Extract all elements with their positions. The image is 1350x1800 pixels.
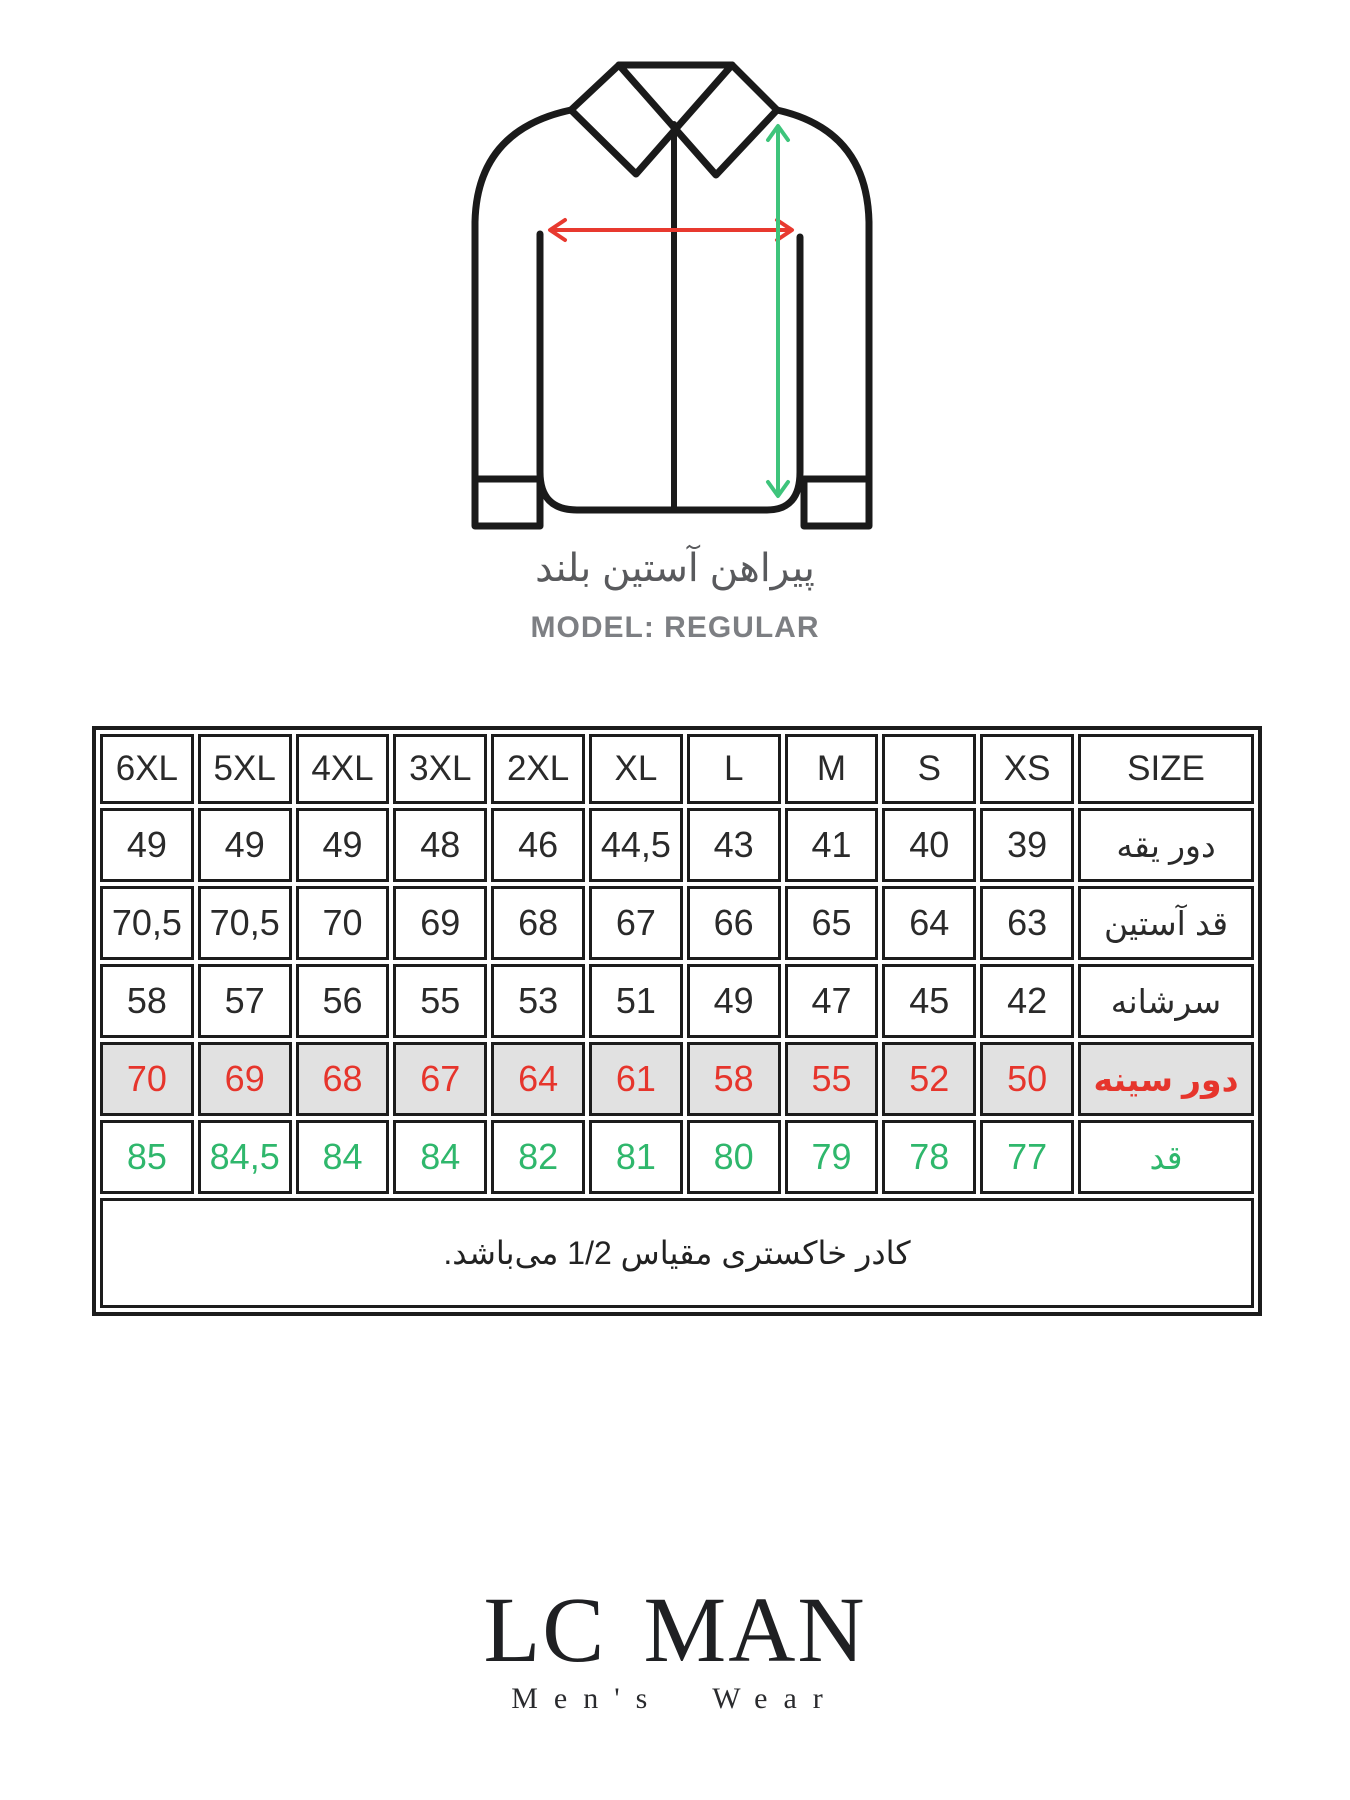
value-cell: 67 — [393, 1042, 488, 1116]
value-cell: 69 — [197, 1042, 292, 1116]
size-header-cell: 3XL — [393, 734, 488, 804]
shoulder-row: 58 57 56 55 53 51 49 47 45 42 سرشانه — [100, 964, 1254, 1038]
value-cell: 55 — [393, 964, 488, 1038]
collar-right-flap-line — [615, 61, 781, 179]
size-header-cell: 6XL — [100, 734, 194, 804]
value-cell: 85 — [100, 1120, 194, 1194]
collar-row: 49 49 49 48 46 44,5 43 41 40 39 دور یقه — [100, 808, 1254, 882]
body-outline — [536, 230, 804, 514]
value-cell: 44,5 — [588, 808, 683, 882]
value-cell: 77 — [980, 1120, 1074, 1194]
chest-row-highlighted: 70 69 68 67 64 61 58 55 52 50 دور سینه — [100, 1042, 1254, 1116]
shirt-diagram — [447, 42, 907, 547]
chest-measure-arrow — [548, 218, 794, 242]
value-cell: 53 — [491, 964, 585, 1038]
value-cell: 50 — [980, 1042, 1074, 1116]
value-cell: 66 — [686, 886, 781, 960]
garment-title-fa: پیراهن آستین بلند — [535, 547, 815, 590]
value-cell: 58 — [100, 964, 194, 1038]
value-cell: 49 — [100, 808, 194, 882]
note-row: کادر خاکستری مقیاس 1/2 می‌باشد. — [100, 1198, 1254, 1308]
value-cell: 78 — [882, 1120, 977, 1194]
brand-logo: LC MAN — [483, 1579, 867, 1682]
size-header-cell: S — [882, 734, 977, 804]
right-sleeve-outline — [773, 106, 873, 483]
value-cell: 68 — [491, 886, 585, 960]
value-cell: 81 — [588, 1120, 683, 1194]
value-cell: 49 — [197, 808, 292, 882]
length-measure-arrow — [766, 124, 790, 498]
row-label-cell: سرشانه — [1078, 964, 1254, 1038]
value-cell: 79 — [784, 1120, 879, 1194]
value-cell: 39 — [980, 808, 1074, 882]
value-cell: 69 — [393, 886, 488, 960]
value-cell: 48 — [393, 808, 488, 882]
value-cell: 68 — [295, 1042, 390, 1116]
value-cell: 56 — [295, 964, 390, 1038]
value-cell: 84,5 — [197, 1120, 292, 1194]
value-cell: 64 — [491, 1042, 585, 1116]
size-header-cell: XL — [588, 734, 683, 804]
value-cell: 70,5 — [100, 886, 194, 960]
value-cell: 52 — [882, 1042, 977, 1116]
value-cell: 84 — [393, 1120, 488, 1194]
collar-left-flap-line — [567, 61, 736, 178]
value-cell: 49 — [686, 964, 781, 1038]
value-cell: 80 — [686, 1120, 781, 1194]
value-cell: 43 — [686, 808, 781, 882]
value-cell: 65 — [784, 886, 879, 960]
value-cell: 41 — [784, 808, 879, 882]
size-header-cell: L — [686, 734, 781, 804]
row-label-cell: قد آستین — [1078, 886, 1254, 960]
value-cell: 42 — [980, 964, 1074, 1038]
left-cuff — [471, 475, 544, 530]
value-cell: 40 — [882, 808, 977, 882]
scale-note: کادر خاکستری مقیاس 1/2 می‌باشد. — [100, 1198, 1254, 1308]
length-row: 85 84,5 84 84 82 81 80 79 78 77 قد — [100, 1120, 1254, 1194]
size-header-cell: XS — [980, 734, 1074, 804]
value-cell: 58 — [686, 1042, 781, 1116]
value-cell: 70 — [100, 1042, 194, 1116]
sleeve-length-row: 70,5 70,5 70 69 68 67 66 65 64 63 قد آست… — [100, 886, 1254, 960]
value-cell: 45 — [882, 964, 977, 1038]
right-cuff — [800, 475, 873, 530]
size-header-cell: SIZE — [1078, 734, 1254, 804]
value-cell: 67 — [588, 886, 683, 960]
value-cell: 70,5 — [197, 886, 292, 960]
value-cell: 61 — [588, 1042, 683, 1116]
model-label: MODEL: REGULAR — [530, 611, 820, 644]
long-sleeve-shirt-icon — [471, 61, 873, 530]
value-cell: 70 — [295, 886, 390, 960]
size-header-row: 6XL 5XL 4XL 3XL 2XL XL L M S XS SIZE — [100, 734, 1254, 804]
value-cell: 64 — [882, 886, 977, 960]
value-cell: 82 — [491, 1120, 585, 1194]
value-cell: 63 — [980, 886, 1074, 960]
left-sleeve-outline — [471, 106, 575, 483]
value-cell: 57 — [197, 964, 292, 1038]
value-cell: 51 — [588, 964, 683, 1038]
size-header-cell: 4XL — [295, 734, 390, 804]
size-header-cell: 2XL — [491, 734, 585, 804]
row-label-cell: دور سینه — [1078, 1042, 1254, 1116]
brand-tagline: Men's Wear — [511, 1682, 839, 1715]
row-label-cell: دور یقه — [1078, 808, 1254, 882]
value-cell: 46 — [491, 808, 585, 882]
size-chart-table: 6XL 5XL 4XL 3XL 2XL XL L M S XS SIZE 49 … — [92, 726, 1262, 1316]
value-cell: 55 — [784, 1042, 879, 1116]
row-label-cell: قد — [1078, 1120, 1254, 1194]
value-cell: 47 — [784, 964, 879, 1038]
value-cell: 49 — [295, 808, 390, 882]
size-header-cell: 5XL — [197, 734, 292, 804]
value-cell: 84 — [295, 1120, 390, 1194]
size-header-cell: M — [784, 734, 879, 804]
